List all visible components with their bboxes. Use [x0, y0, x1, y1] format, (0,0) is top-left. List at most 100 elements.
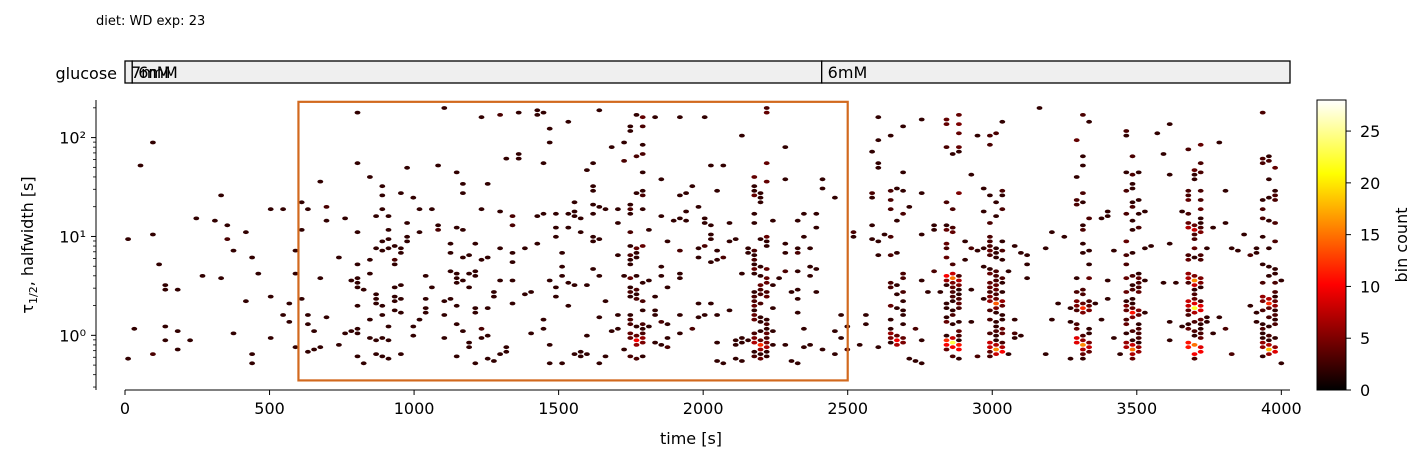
- hex-bin: [894, 333, 900, 338]
- hex-bin: [732, 237, 739, 242]
- protocol-segment-label: 7mM: [131, 63, 171, 82]
- hex-bin: [453, 303, 460, 308]
- hex-bin: [1272, 336, 1278, 340]
- hex-bin: [1123, 340, 1130, 345]
- hex-bin: [1197, 331, 1204, 336]
- hex-bin: [1129, 352, 1136, 356]
- hex-bin: [900, 188, 906, 193]
- y-axis-label: τ1/2, halfwidth [s]: [18, 176, 40, 313]
- hex-bin: [1210, 225, 1216, 230]
- hex-bin: [782, 177, 789, 182]
- hex-bin: [639, 115, 646, 120]
- hex-bin: [1080, 200, 1086, 205]
- hex-bin: [1185, 221, 1192, 225]
- hex-bin: [943, 122, 950, 126]
- hex-bin: [1086, 345, 1092, 350]
- hex-bin: [1185, 313, 1192, 317]
- hex-bin: [968, 320, 975, 324]
- hex-bin: [323, 218, 330, 223]
- hex-bin: [652, 308, 658, 313]
- hex-bin: [460, 228, 466, 232]
- hex-bin: [633, 113, 640, 117]
- hex-bin: [770, 329, 776, 333]
- hex-bin: [577, 230, 584, 235]
- hex-bin: [1266, 264, 1272, 269]
- hex-bin: [887, 331, 894, 336]
- hex-bin: [615, 326, 621, 331]
- hex-bin: [1129, 172, 1136, 177]
- hex-bin: [987, 193, 993, 198]
- hex-bin: [726, 239, 733, 244]
- hex-bin: [943, 274, 950, 278]
- hex-bin: [317, 179, 324, 184]
- hex-bin: [491, 359, 497, 363]
- hex-bin: [1253, 310, 1260, 315]
- hex-bin: [745, 251, 751, 255]
- hex-bin: [900, 170, 906, 175]
- hex-bin: [379, 354, 386, 359]
- hexbin-layer: [125, 106, 1285, 366]
- hex-bin: [317, 276, 324, 281]
- hex-bin: [460, 182, 466, 186]
- hex-bin: [813, 211, 820, 216]
- hex-bin: [1135, 280, 1142, 285]
- hex-bin: [1154, 131, 1161, 136]
- hex-bin: [497, 246, 503, 251]
- hex-bin: [943, 343, 950, 347]
- hex-bin: [782, 145, 789, 150]
- hex-bin: [1086, 299, 1092, 304]
- hex-bin: [1086, 303, 1092, 308]
- hex-bin: [937, 290, 944, 294]
- hex-bin: [751, 290, 758, 294]
- hex-bin: [788, 290, 795, 294]
- hex-bin: [224, 223, 231, 228]
- hex-bin: [1266, 177, 1272, 182]
- hex-bin: [1259, 331, 1266, 336]
- hex-bin: [949, 152, 956, 156]
- hex-bin: [224, 237, 231, 242]
- hex-bin: [987, 354, 993, 359]
- hex-bin: [1123, 188, 1130, 193]
- hex-bin: [987, 133, 993, 138]
- hex-bin: [1185, 303, 1192, 308]
- hex-bin: [627, 354, 634, 359]
- hex-bin: [856, 343, 863, 347]
- hex-bin: [875, 239, 882, 244]
- hex-bin: [1123, 345, 1130, 350]
- hex-bin: [1278, 361, 1285, 366]
- hex-bin: [701, 313, 708, 317]
- hex-bin: [354, 285, 361, 290]
- hex-bin: [943, 306, 950, 310]
- hex-bin: [416, 207, 423, 212]
- hex-bin: [553, 225, 559, 230]
- hex-bin: [1073, 198, 1080, 202]
- hex-bin: [1191, 237, 1198, 242]
- hex-bin: [627, 244, 634, 248]
- hex-bin: [701, 216, 708, 221]
- hex-bin: [156, 262, 163, 267]
- hex-bin: [1272, 299, 1278, 304]
- hex-bin: [949, 299, 956, 304]
- hex-bin: [739, 340, 745, 345]
- hex-bin: [1259, 322, 1266, 327]
- hex-bin: [1142, 278, 1148, 283]
- hex-bin: [943, 223, 950, 228]
- hex-bin: [900, 336, 906, 340]
- hex-bin: [1191, 329, 1198, 333]
- hex-bin: [559, 251, 565, 255]
- hex-bin: [987, 234, 993, 239]
- hex-bin: [751, 349, 758, 354]
- hex-bin: [1073, 326, 1080, 331]
- hex-bin: [280, 207, 286, 212]
- hex-bin: [1005, 352, 1012, 356]
- hex-bin: [1166, 338, 1173, 343]
- hex-bin: [763, 110, 770, 115]
- hex-bin: [1191, 232, 1198, 237]
- hex-bin: [751, 354, 758, 359]
- hex-bin: [1080, 333, 1086, 338]
- hex-bin: [453, 271, 460, 276]
- hex-bin: [739, 336, 745, 340]
- hex-bin: [980, 246, 987, 251]
- hex-bin: [1272, 303, 1278, 308]
- hex-bin: [701, 221, 708, 225]
